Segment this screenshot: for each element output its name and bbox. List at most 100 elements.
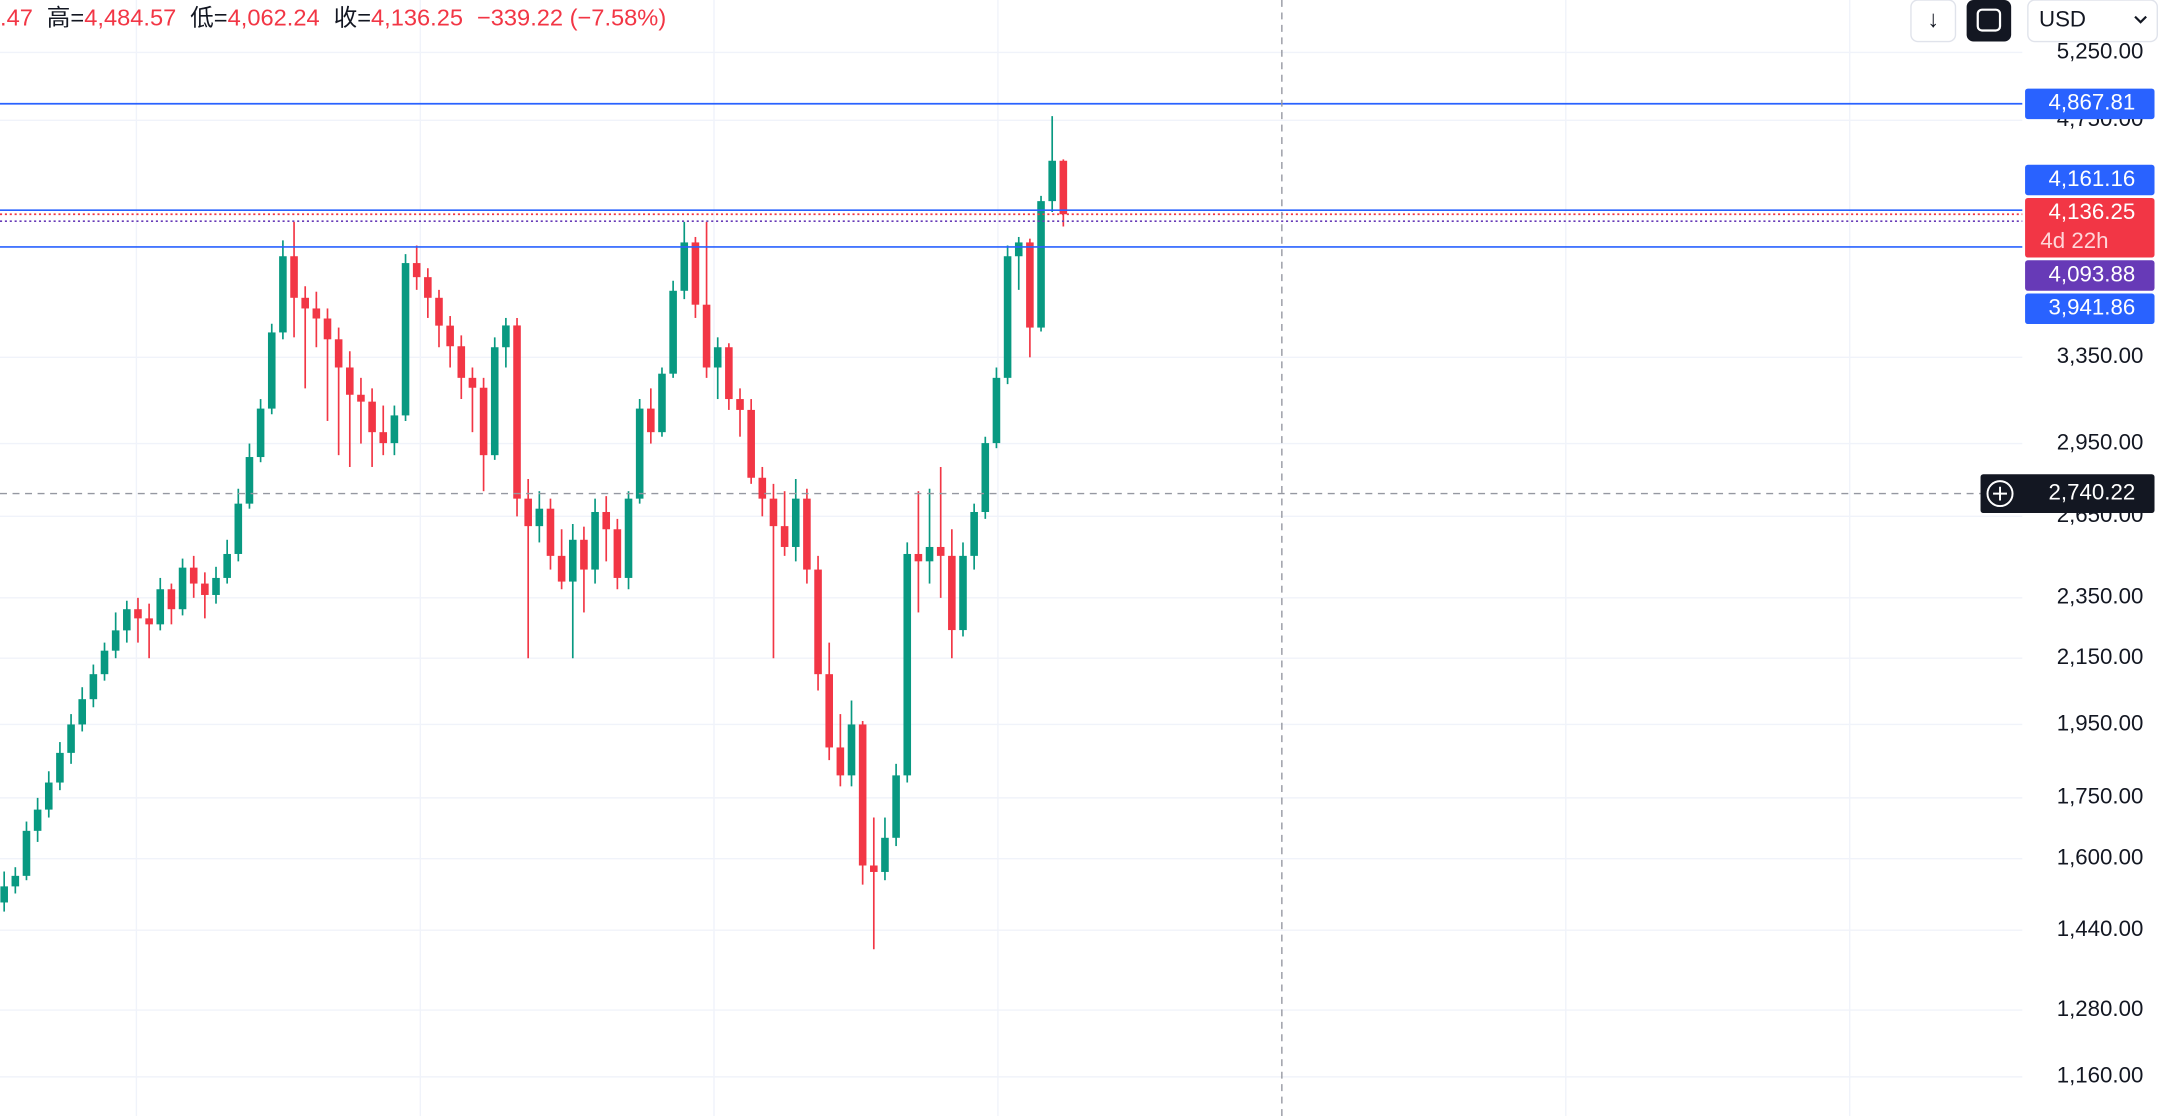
candle-body	[134, 609, 142, 619]
candle-body	[691, 242, 700, 305]
candle-body	[401, 263, 410, 416]
price-lines	[0, 102, 2023, 495]
candle-body	[89, 674, 98, 700]
candle-body	[546, 508, 555, 556]
candle-body	[446, 325, 454, 347]
candle-body	[11, 875, 20, 887]
price-label-bg	[2025, 164, 2155, 196]
legend-item: −339.22 (−7.58%)	[477, 5, 666, 31]
candle-body	[658, 373, 666, 433]
candle-body	[256, 408, 265, 458]
candle-body	[368, 401, 376, 433]
legend-item: 低=	[190, 5, 227, 31]
candle-body	[100, 650, 109, 675]
price-label-bg	[2025, 293, 2155, 324]
candle-body	[44, 782, 53, 810]
candle-body	[647, 408, 655, 433]
price-label: 4,161.16	[2049, 166, 2136, 191]
candle-body	[803, 498, 811, 570]
candle-body	[791, 498, 800, 547]
candle-body	[769, 498, 778, 527]
candle-body	[212, 577, 220, 595]
candle-body	[279, 256, 287, 333]
currency-select[interactable]	[2027, 0, 2158, 43]
price-label: 3,941.86	[2049, 295, 2136, 320]
price-label-bg	[2025, 260, 2155, 291]
candle-body	[346, 367, 354, 395]
candle-body	[123, 609, 131, 631]
candle-body	[535, 508, 544, 527]
candle-body	[323, 318, 332, 340]
current-price-bg	[2025, 198, 2155, 258]
y-tick-label: 2,950.00	[2057, 429, 2144, 454]
candle-body	[490, 347, 499, 456]
candle-body	[424, 277, 432, 298]
candle-body	[992, 377, 1001, 444]
candle-body	[959, 555, 967, 631]
legend-item: 收=	[334, 5, 371, 31]
candle-body	[78, 699, 87, 725]
candle-body	[602, 511, 611, 530]
candle-body	[836, 747, 845, 776]
currency-text: USD	[2039, 7, 2086, 32]
candle-body	[870, 865, 878, 872]
toolbar: ↓ USD	[1910, 0, 2158, 43]
candle-body	[67, 724, 75, 753]
candle-body	[56, 752, 64, 783]
y-tick-label: 2,150.00	[2057, 644, 2144, 669]
candle-body	[702, 304, 711, 368]
candle-body	[981, 443, 990, 512]
scroll-down-button[interactable]	[1910, 0, 1957, 43]
crosshair-label-bg	[1980, 474, 2155, 514]
candle-body	[847, 724, 856, 776]
candle-body	[892, 775, 900, 838]
countdown-label: 4d 22h	[2040, 228, 2108, 253]
candle-body	[1026, 242, 1034, 328]
candle-body	[435, 297, 443, 326]
candle-body	[1014, 242, 1023, 257]
plus-icon-cross	[1993, 486, 2007, 501]
candle-body	[223, 553, 231, 578]
candle-body	[780, 526, 789, 547]
candle-body	[936, 546, 945, 556]
candle-body	[568, 539, 577, 582]
candle-body	[669, 290, 677, 374]
y-tick-label: 3,350.00	[2057, 343, 2144, 368]
candle-body	[457, 346, 466, 378]
y-tick-label: 1,280.00	[2057, 996, 2144, 1021]
arrow-icon: ↓	[1927, 6, 1939, 32]
candle-body	[725, 347, 733, 400]
candle-body	[334, 339, 343, 368]
candle-body	[758, 477, 767, 499]
price-labels: 4,867.81 4,161.16 4,093.88 3,941.86 4,136.25…	[1980, 88, 2155, 514]
candle-body	[22, 830, 31, 876]
legend-item: 4,062.24	[228, 5, 320, 31]
candle-body	[635, 408, 644, 499]
candle-body	[914, 553, 923, 562]
y-tick-label: 5,250.00	[2057, 38, 2144, 63]
candle-body	[513, 325, 521, 499]
candle-body	[1003, 256, 1012, 378]
candle-body	[234, 503, 243, 554]
candle-body	[201, 583, 209, 595]
crosshair-label: 2,740.22	[2049, 480, 2136, 505]
fullscreen-button[interactable]	[1966, 0, 2012, 42]
legend-item: .47	[0, 5, 33, 31]
y-tick-label: 1,440.00	[2057, 916, 2144, 941]
candle-body	[167, 589, 176, 610]
candle-body	[390, 415, 399, 444]
candle-body	[814, 569, 822, 675]
candle-body	[0, 886, 8, 903]
ohlc-legend: .47 高=4,484.57 低=4,062.24 收=4,136.25 −339.22…	[0, 5, 666, 31]
candle-body	[145, 618, 153, 625]
y-tick-label: 1,600.00	[2057, 845, 2144, 870]
legend-item: 4,136.25	[371, 5, 463, 31]
candle-body	[858, 724, 867, 866]
price-label-bg	[2025, 88, 2155, 120]
y-tick-label: 1,950.00	[2057, 710, 2144, 735]
candle-body	[948, 555, 956, 631]
candle-body	[189, 567, 198, 584]
